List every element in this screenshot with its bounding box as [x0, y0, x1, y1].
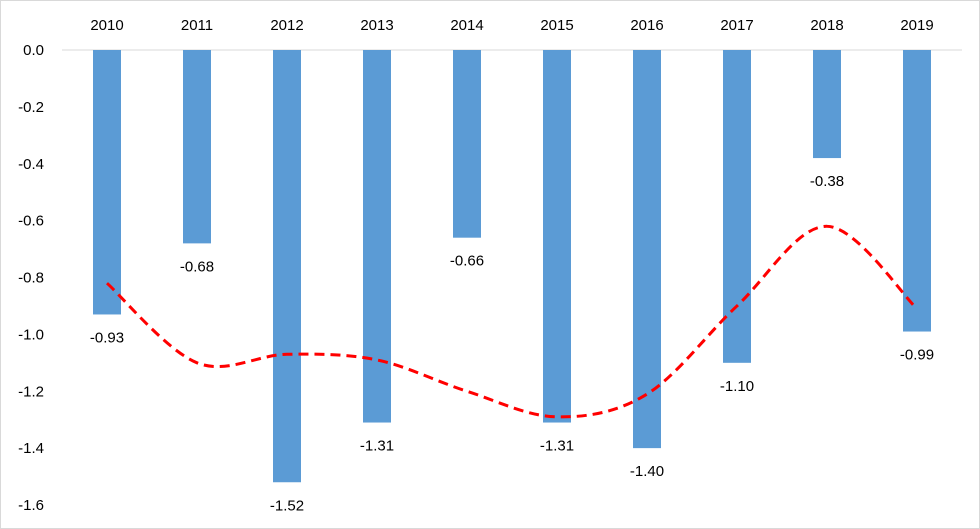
x-tick-label: 2011 — [181, 17, 213, 34]
x-tick-label: 2017 — [720, 17, 753, 34]
y-tick-labels: 0.0 -0.2 -0.4 -0.6 -0.8 -1.0 -1.2 -1.4 -1.6 — [18, 42, 44, 514]
bar — [813, 50, 841, 159]
x-tick-label: 2016 — [630, 17, 663, 34]
y-tick-label: -0.8 — [18, 270, 44, 287]
data-label: -1.40 — [630, 463, 664, 480]
bar — [93, 50, 121, 315]
x-tick-label: 2015 — [540, 17, 573, 34]
bar — [633, 50, 661, 449]
bar — [903, 50, 931, 332]
trendline — [106, 224, 919, 419]
x-tick-label: 2018 — [810, 17, 843, 34]
data-labels: -0.93 -0.68 -1.52 -1.31 -0.66 -1.31 -1.40 -1.10… — [90, 173, 934, 514]
bar — [363, 50, 391, 423]
bars — [93, 50, 931, 483]
x-tick-label: 2013 — [360, 17, 393, 34]
data-label: -0.68 — [180, 258, 214, 275]
data-label: -0.93 — [90, 329, 124, 346]
y-tick-label: -0.4 — [18, 156, 44, 173]
bar — [543, 50, 571, 423]
bar — [453, 50, 481, 238]
bar — [273, 50, 301, 483]
bar — [183, 50, 211, 244]
bar — [723, 50, 751, 363]
y-tick-label: -1.6 — [18, 497, 44, 514]
y-tick-label: -0.6 — [18, 213, 44, 230]
x-tick-label: 2012 — [270, 17, 303, 34]
y-tick-label: 0.0 — [23, 42, 44, 59]
x-tick-label: 2014 — [450, 17, 483, 34]
x-tick-labels: 2010 2011 2012 2013 2014 2015 2016 2017 2018 2019 — [90, 17, 933, 34]
data-label: -0.66 — [450, 253, 484, 270]
data-label: -1.52 — [270, 497, 304, 514]
y-tick-label: -1.0 — [18, 326, 44, 343]
data-label: -0.99 — [900, 347, 934, 364]
y-tick-label: -0.2 — [18, 99, 44, 116]
data-label: -1.31 — [540, 438, 574, 455]
x-tick-label: 2019 — [900, 17, 933, 34]
data-label: -0.38 — [810, 173, 844, 190]
data-label: -1.10 — [720, 378, 754, 395]
y-tick-label: -1.2 — [18, 383, 44, 400]
data-label: -1.31 — [360, 438, 394, 455]
x-tick-label: 2010 — [90, 17, 123, 34]
y-tick-label: -1.4 — [18, 440, 44, 457]
